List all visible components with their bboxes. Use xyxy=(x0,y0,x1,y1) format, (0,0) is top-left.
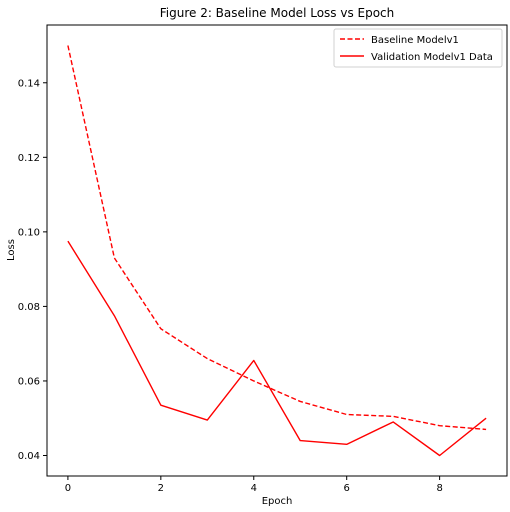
y-tick-label: 0.06 xyxy=(18,376,40,387)
y-axis-title: Loss xyxy=(6,239,17,261)
x-axis: 0 2 4 6 8 xyxy=(65,476,443,494)
y-tick-label: 0.04 xyxy=(18,451,40,462)
legend-label-baseline: Baseline Modelv1 xyxy=(371,35,459,46)
legend: Baseline Modelv1 Validation Modelv1 Data xyxy=(333,28,503,68)
x-tick-label: 8 xyxy=(436,483,442,494)
chart-title: Figure 2: Baseline Model Loss vs Epoch xyxy=(160,6,395,20)
y-tick-label: 0.14 xyxy=(18,78,40,89)
series-layer xyxy=(67,45,487,457)
series-line-baseline xyxy=(67,45,487,431)
legend-label-validation: Validation Modelv1 Data xyxy=(371,52,493,63)
y-tick-label: 0.08 xyxy=(18,302,40,313)
x-tick-label: 4 xyxy=(251,483,257,494)
x-tick-label: 6 xyxy=(344,483,350,494)
y-axis: 0.04 0.06 0.08 0.10 0.12 0.14 xyxy=(18,78,47,462)
y-tick-label: 0.12 xyxy=(18,153,40,164)
x-tick-label: 2 xyxy=(158,483,164,494)
y-tick-label: 0.10 xyxy=(18,227,40,238)
x-axis-title: Epoch xyxy=(262,496,293,507)
plot-area xyxy=(46,24,508,477)
legend-box xyxy=(333,28,503,68)
x-tick-label: 0 xyxy=(65,483,71,494)
series-line-validation xyxy=(67,240,487,457)
